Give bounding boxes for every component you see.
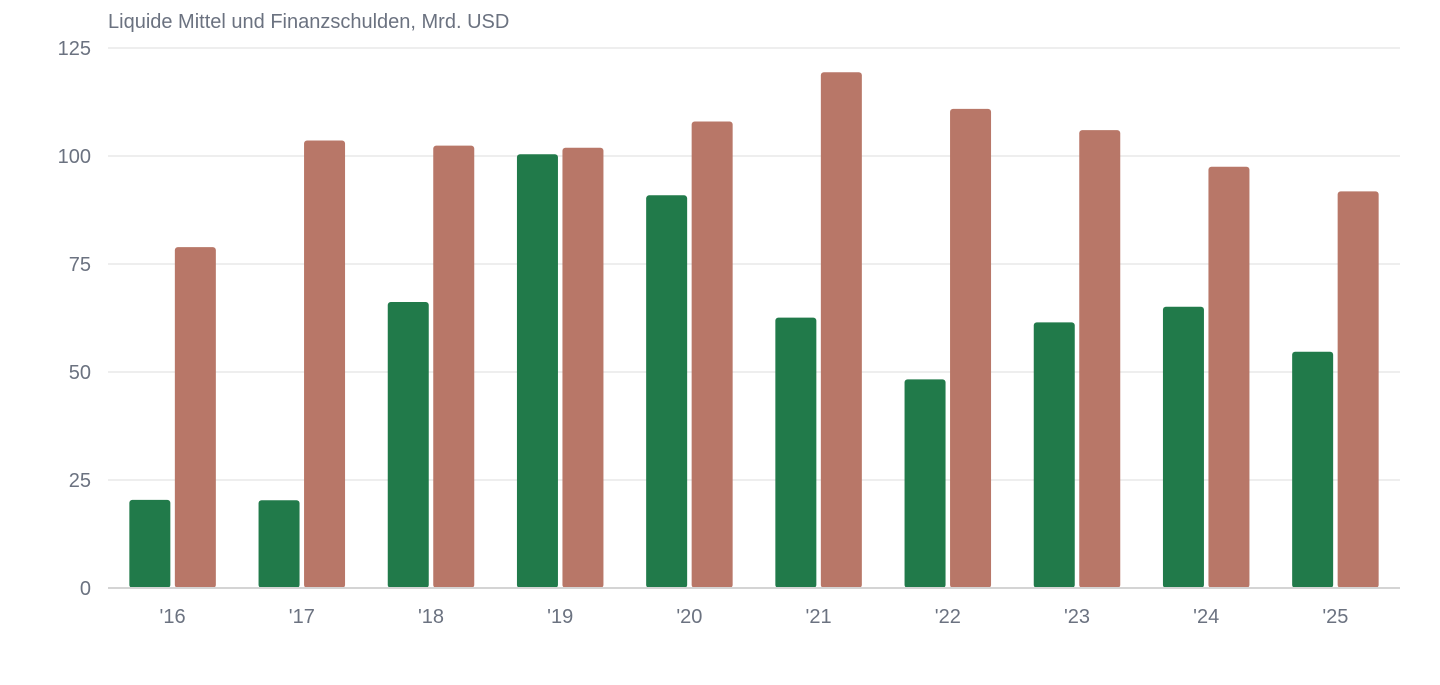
bar-series-1 — [258, 500, 300, 588]
y-tick-label: 125 — [58, 38, 91, 60]
bar-series-1 — [1292, 351, 1334, 588]
x-tick-label: '21 — [806, 606, 832, 628]
y-tick-label: 100 — [58, 146, 91, 168]
bar-series-2 — [433, 145, 475, 588]
bar-series-2 — [950, 108, 992, 589]
x-tick-label: '19 — [547, 606, 573, 628]
y-tick-label: 25 — [69, 470, 91, 492]
bar-series-1 — [775, 317, 817, 588]
x-tick-label: '22 — [935, 606, 961, 628]
x-tick-label: '16 — [160, 606, 186, 628]
x-tick-label: '24 — [1193, 606, 1219, 628]
bar-series-2 — [1079, 130, 1121, 588]
bar-series-1 — [646, 195, 688, 588]
bar-series-1 — [129, 499, 171, 588]
bar-series-2 — [304, 140, 346, 588]
bar-series-2 — [562, 147, 604, 589]
bar-series-1 — [387, 302, 429, 588]
x-tick-label: '20 — [676, 606, 702, 628]
bar-series-1 — [904, 379, 946, 588]
bar-series-1 — [1033, 322, 1075, 588]
chart-title: Liquide Mittel und Finanzschulden, Mrd. … — [108, 11, 510, 33]
y-tick-label: 50 — [69, 362, 91, 384]
x-tick-label: '25 — [1322, 606, 1348, 628]
x-tick-label: '17 — [289, 606, 315, 628]
bar-series-2 — [174, 247, 216, 589]
y-tick-label: 75 — [69, 254, 91, 276]
bar-series-2 — [1208, 166, 1250, 589]
bar-series-2 — [1337, 191, 1379, 588]
bar-series-1 — [1162, 306, 1204, 588]
bar-series-2 — [820, 72, 862, 588]
bar-series-2 — [691, 121, 733, 588]
y-tick-label: 0 — [80, 578, 91, 600]
bar-series-1 — [516, 154, 558, 588]
x-tick-label: '18 — [418, 606, 444, 628]
x-tick-label: '23 — [1064, 606, 1090, 628]
